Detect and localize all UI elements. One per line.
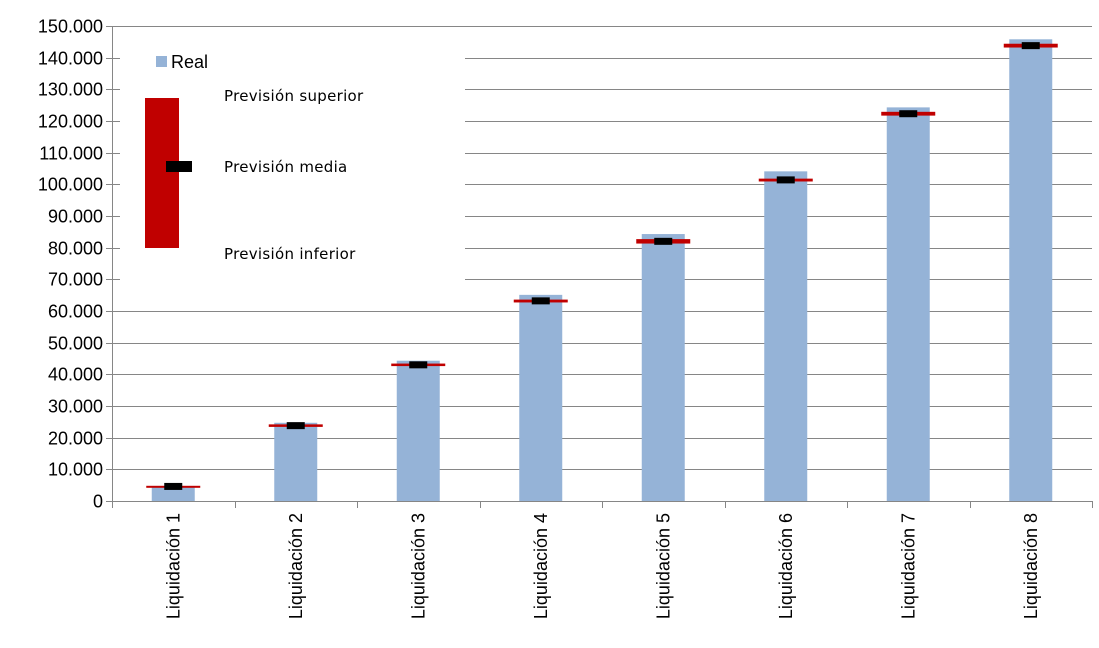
y-tick-label: 0 (93, 492, 103, 512)
y-tick-label: 130.000 (38, 80, 103, 100)
y-tick-label: 110.000 (39, 144, 103, 164)
y-tick-label: 50.000 (48, 334, 103, 354)
y-tick-label: 90.000 (48, 207, 103, 227)
axes-group (106, 26, 1093, 508)
y-tick-label: 80.000 (48, 239, 103, 259)
legend-inferior-label: Previsión inferior (224, 245, 356, 263)
forecast-media (409, 361, 428, 369)
legend-superior-label: Previsión superior (224, 87, 364, 105)
legend-real-label: Real (171, 52, 208, 72)
x-tick-label: Liquidación 5 (653, 513, 673, 619)
bar-real (274, 422, 318, 501)
y-tick-label: 140.000 (38, 49, 103, 69)
bar-real (151, 486, 195, 501)
forecast-media (164, 482, 183, 490)
forecast-group (146, 42, 1058, 490)
x-tick-labels: Liquidación 1 Liquidación 2 Liquidación 3 L… (163, 513, 1041, 619)
y-tick-label: 30.000 (48, 397, 103, 417)
x-tick-label: Liquidación 2 (286, 513, 306, 619)
y-tick-label: 100.000 (38, 175, 103, 195)
y-tick-labels: 0 10.000 20.000 30.000 40.000 50.000 60.000 70.… (38, 17, 103, 512)
legend-range-swatch (145, 98, 179, 248)
y-tick-label: 20.000 (48, 429, 103, 449)
legend-media-swatch (166, 161, 192, 172)
bar-real (764, 171, 808, 501)
x-tick-label: Liquidación 7 (898, 513, 918, 619)
y-tick-label: 120.000 (38, 112, 103, 132)
y-tick-label: 70.000 (48, 270, 103, 290)
y-tick-label: 60.000 (48, 302, 103, 322)
bar-real (519, 294, 563, 501)
forecast-media (531, 297, 550, 305)
bar-real (641, 234, 685, 502)
y-tick-label: 10.000 (48, 460, 103, 480)
forecast-media (286, 422, 305, 430)
bar-real (886, 107, 930, 501)
legend-media-label: Previsión media (224, 158, 348, 176)
bar-real (1009, 39, 1053, 502)
forecast-media (899, 110, 918, 118)
y-tick-label: 150.000 (38, 17, 103, 37)
legend: Real Previsión superior Previsión media … (120, 40, 465, 280)
forecast-media (1021, 42, 1040, 50)
forecast-media (654, 237, 673, 245)
forecast-media (776, 176, 795, 184)
x-tick-label: Liquidación 3 (408, 513, 428, 619)
bar-real (396, 360, 440, 501)
bars-group (151, 39, 1053, 502)
x-tick-label: Liquidación 8 (1021, 513, 1041, 619)
x-tick-label: Liquidación 6 (776, 513, 796, 619)
x-tick-label: Liquidación 1 (163, 513, 183, 619)
y-tick-label: 40.000 (48, 365, 103, 385)
legend-real-swatch (156, 56, 167, 67)
x-tick-label: Liquidación 4 (531, 513, 551, 619)
